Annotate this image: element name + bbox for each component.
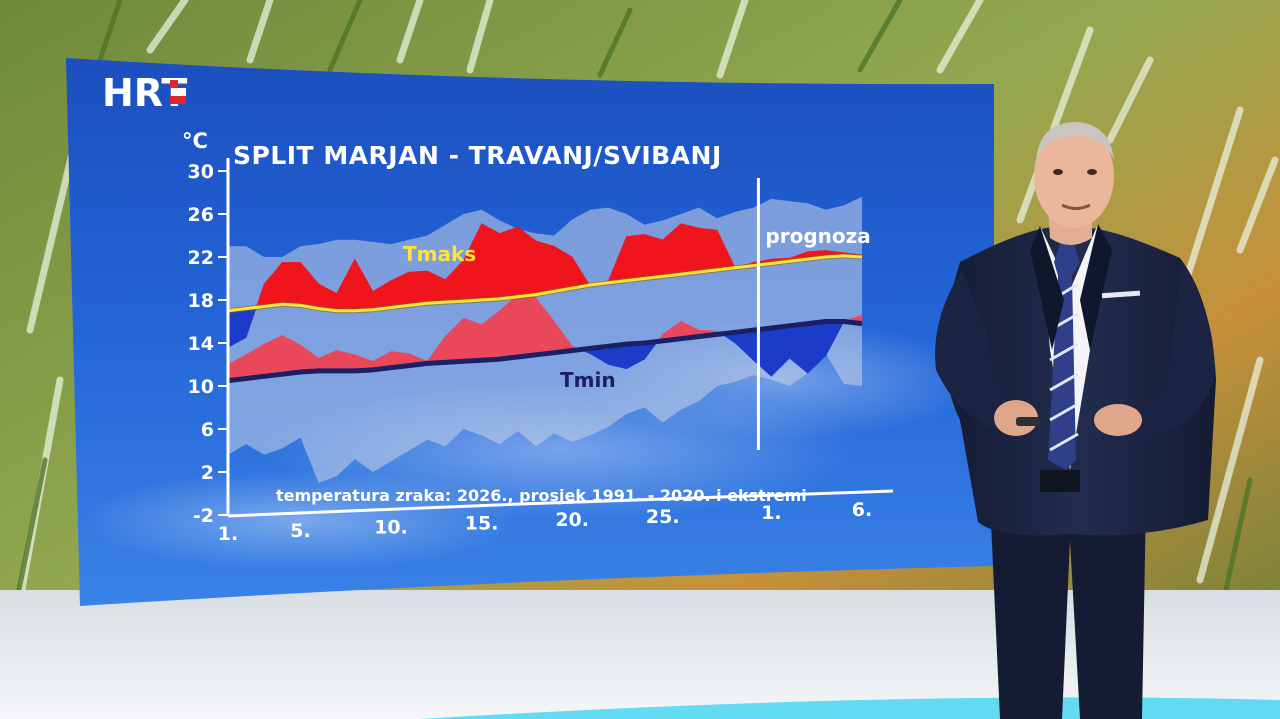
tmaks-anomaly-warm-area bbox=[481, 223, 501, 301]
x-tick-label: 25. bbox=[646, 506, 680, 528]
series-label-tmaks: Tmaks bbox=[403, 242, 476, 266]
y-tick-labels: 30 26 22 18 14 10 6 2 -2 bbox=[188, 161, 228, 527]
y-tick-label: 14 bbox=[188, 333, 214, 355]
temperature-chart: °C SPLIT MARJAN - TRAVANJ/SVIBANJ 302622… bbox=[182, 129, 894, 545]
y-tick-label: 6 bbox=[201, 419, 214, 441]
tmaks-anomaly-warm-area bbox=[626, 234, 645, 281]
average-lines bbox=[227, 253, 863, 384]
chart-title: SPLIT MARJAN - TRAVANJ/SVIBANJ bbox=[233, 141, 722, 170]
hrt-logo: HRT bbox=[102, 71, 187, 115]
series-label-tmin: Tmin bbox=[560, 368, 616, 392]
axes bbox=[226, 158, 894, 518]
y-tick-label: 30 bbox=[188, 161, 214, 183]
x-tick-label: 20. bbox=[555, 509, 589, 531]
tmin-line bbox=[227, 319, 863, 384]
tmaks-anomaly-warm-area bbox=[535, 240, 555, 295]
y-tick-label: -2 bbox=[193, 505, 214, 527]
y-tick-label: 18 bbox=[188, 290, 214, 312]
tmin-anomaly-warm-area bbox=[517, 294, 537, 358]
tmaks-anomaly-warm-area bbox=[698, 227, 718, 273]
x-tick-label: 10. bbox=[374, 516, 408, 538]
tmaks-line bbox=[227, 254, 863, 313]
tmaks-anomaly-warm-area bbox=[499, 226, 519, 300]
tmaks-anomaly-warm-area bbox=[281, 262, 301, 306]
x-tick-labels: 1. 5. 10. 15. 20. 25. 1. 6. bbox=[218, 499, 872, 545]
tmaks-anomaly-warm-area bbox=[408, 270, 428, 306]
y-axis-unit: °C bbox=[182, 129, 208, 153]
logo-text: HRT bbox=[102, 71, 187, 115]
y-tick-label: 2 bbox=[201, 462, 214, 484]
x-tick-label: 6. bbox=[852, 499, 872, 521]
presenter bbox=[935, 122, 1216, 719]
floor-light-strip bbox=[420, 697, 1280, 719]
tmin-anomaly-warm-area bbox=[463, 317, 482, 362]
x-tick-label: 5. bbox=[290, 520, 310, 542]
x-tick-label: 1. bbox=[761, 502, 781, 524]
chart-caption: temperatura zraka: 2026., prosjek 1991. … bbox=[276, 486, 807, 505]
x-axis bbox=[227, 489, 894, 518]
x-tick-label: 15. bbox=[465, 513, 499, 535]
tmaks-anomaly-warm-area bbox=[644, 233, 664, 279]
y-tick-label: 26 bbox=[188, 204, 214, 226]
y-tick-label: 22 bbox=[188, 247, 214, 269]
forecast-label: prognoza bbox=[765, 224, 870, 248]
tmaks-anomaly-warm-area bbox=[680, 223, 700, 275]
y-tick-label: 10 bbox=[188, 376, 214, 398]
x-tick-label: 1. bbox=[218, 523, 238, 545]
anomaly-areas bbox=[227, 223, 863, 381]
